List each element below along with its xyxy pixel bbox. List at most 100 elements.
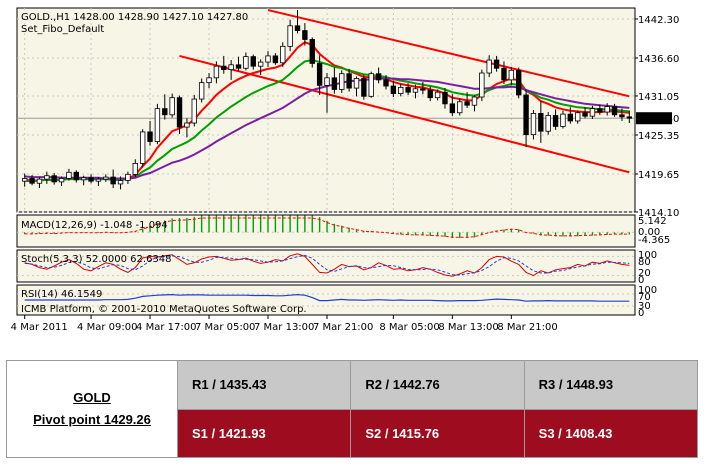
- candle-body: [110, 176, 116, 185]
- candle: [420, 81, 426, 95]
- candle-body: [390, 85, 397, 94]
- candle: [154, 103, 161, 145]
- candle: [464, 92, 470, 108]
- candle-body: [257, 61, 264, 67]
- candle-body: [493, 59, 500, 69]
- channel-upper-line: [267, 9, 630, 98]
- candle: [125, 171, 131, 184]
- candle: [162, 94, 168, 120]
- candle: [139, 129, 146, 168]
- candlesticks: [22, 10, 632, 190]
- candle: [361, 74, 367, 100]
- candle: [597, 104, 603, 115]
- candle: [560, 110, 566, 129]
- candle-body: [324, 77, 330, 86]
- candle: [272, 53, 279, 65]
- candle-body: [383, 79, 389, 87]
- candle: [58, 176, 65, 186]
- candle-body: [412, 88, 419, 93]
- candle-body: [619, 114, 625, 118]
- candle-body: [265, 55, 271, 63]
- rsi-tick-100: 100: [638, 285, 657, 296]
- candle: [368, 71, 374, 98]
- candle: [523, 89, 529, 147]
- stoch-tick-80: 80: [638, 257, 651, 268]
- rsi-value-line: [24, 293, 630, 302]
- candle: [449, 94, 456, 117]
- candle-body: [567, 113, 574, 122]
- price-tick-label: 1431.05: [638, 92, 679, 103]
- candle: [250, 54, 256, 70]
- candle: [221, 55, 227, 74]
- candle-body: [243, 56, 249, 69]
- candle-body: [132, 162, 138, 175]
- current-price-label: 1427.80: [638, 114, 679, 125]
- candle: [132, 159, 138, 178]
- price-tick-label: 1442.30: [638, 15, 679, 26]
- candle: [339, 70, 345, 93]
- macd-tick-max: 5.142: [638, 216, 667, 227]
- rsi-tick-70: 70: [638, 292, 651, 303]
- stoch-main-line: [24, 253, 630, 277]
- candle: [493, 55, 500, 72]
- candle: [228, 60, 234, 80]
- candle: [110, 169, 116, 189]
- macd-label: MACD(12,26,9) -1.048 -1.094: [21, 220, 168, 231]
- candle: [390, 80, 397, 97]
- candle-body: [626, 116, 632, 119]
- candle: [316, 55, 323, 95]
- candle-body: [405, 87, 411, 93]
- candle-body: [235, 64, 242, 69]
- stoch-tick-100: 100: [638, 250, 657, 261]
- candle: [331, 67, 338, 94]
- candle-body: [464, 101, 470, 106]
- support-s1: S1 / 1421.93: [176, 408, 352, 458]
- candle: [457, 98, 463, 116]
- candle: [280, 42, 286, 67]
- trend-channel: [179, 9, 630, 174]
- candle-body: [287, 25, 293, 47]
- time-tick-label: 4 Mar 09:00: [77, 322, 137, 333]
- price-tick-label: 1419.65: [638, 170, 679, 181]
- candle-body: [95, 178, 102, 182]
- candle: [235, 56, 242, 72]
- candle: [589, 105, 596, 119]
- candle-body: [147, 131, 153, 142]
- candle-body: [302, 30, 308, 40]
- candle: [405, 83, 411, 95]
- price-axis: 1442.30 1436.60 1431.05 1425.35 1419.65 1414.…: [635, 15, 679, 219]
- candle: [22, 173, 28, 187]
- candle-body: [66, 171, 72, 179]
- candle: [626, 110, 632, 124]
- candle: [567, 107, 574, 124]
- candle: [427, 86, 433, 102]
- candle-body: [552, 115, 559, 127]
- candle: [501, 61, 507, 84]
- candle-body: [434, 91, 441, 99]
- candle: [147, 120, 153, 146]
- candle-body: [368, 73, 374, 97]
- resistance-r3: R3 / 1448.93: [523, 360, 699, 410]
- candle-body: [103, 176, 109, 180]
- candle: [346, 68, 352, 92]
- resistance-r2: R2 / 1442.76: [350, 360, 525, 410]
- candle-body: [508, 69, 515, 81]
- candle-body: [361, 78, 367, 97]
- instrument-cell: GOLD Pivot point 1429.26: [6, 360, 178, 458]
- mt4-chart-window: 1442.30 1436.60 1431.05 1425.35 1419.65 1414.…: [10, 7, 680, 333]
- candle-body: [597, 108, 603, 113]
- candle: [265, 51, 271, 67]
- candle-body: [582, 112, 588, 117]
- candle-body: [198, 82, 205, 100]
- candle: [184, 118, 190, 138]
- candle-body: [457, 101, 463, 114]
- candle: [398, 83, 404, 97]
- candle-body: [139, 131, 146, 164]
- candle-body: [501, 67, 507, 81]
- candle-body: [589, 108, 596, 117]
- time-axis: 4 Mar 2011 4 Mar 09:004 Mar 17:007 Mar 05…: [11, 315, 558, 333]
- candle-body: [479, 72, 485, 98]
- candle-body: [545, 115, 551, 132]
- candle-body: [353, 78, 360, 89]
- candle: [604, 103, 610, 116]
